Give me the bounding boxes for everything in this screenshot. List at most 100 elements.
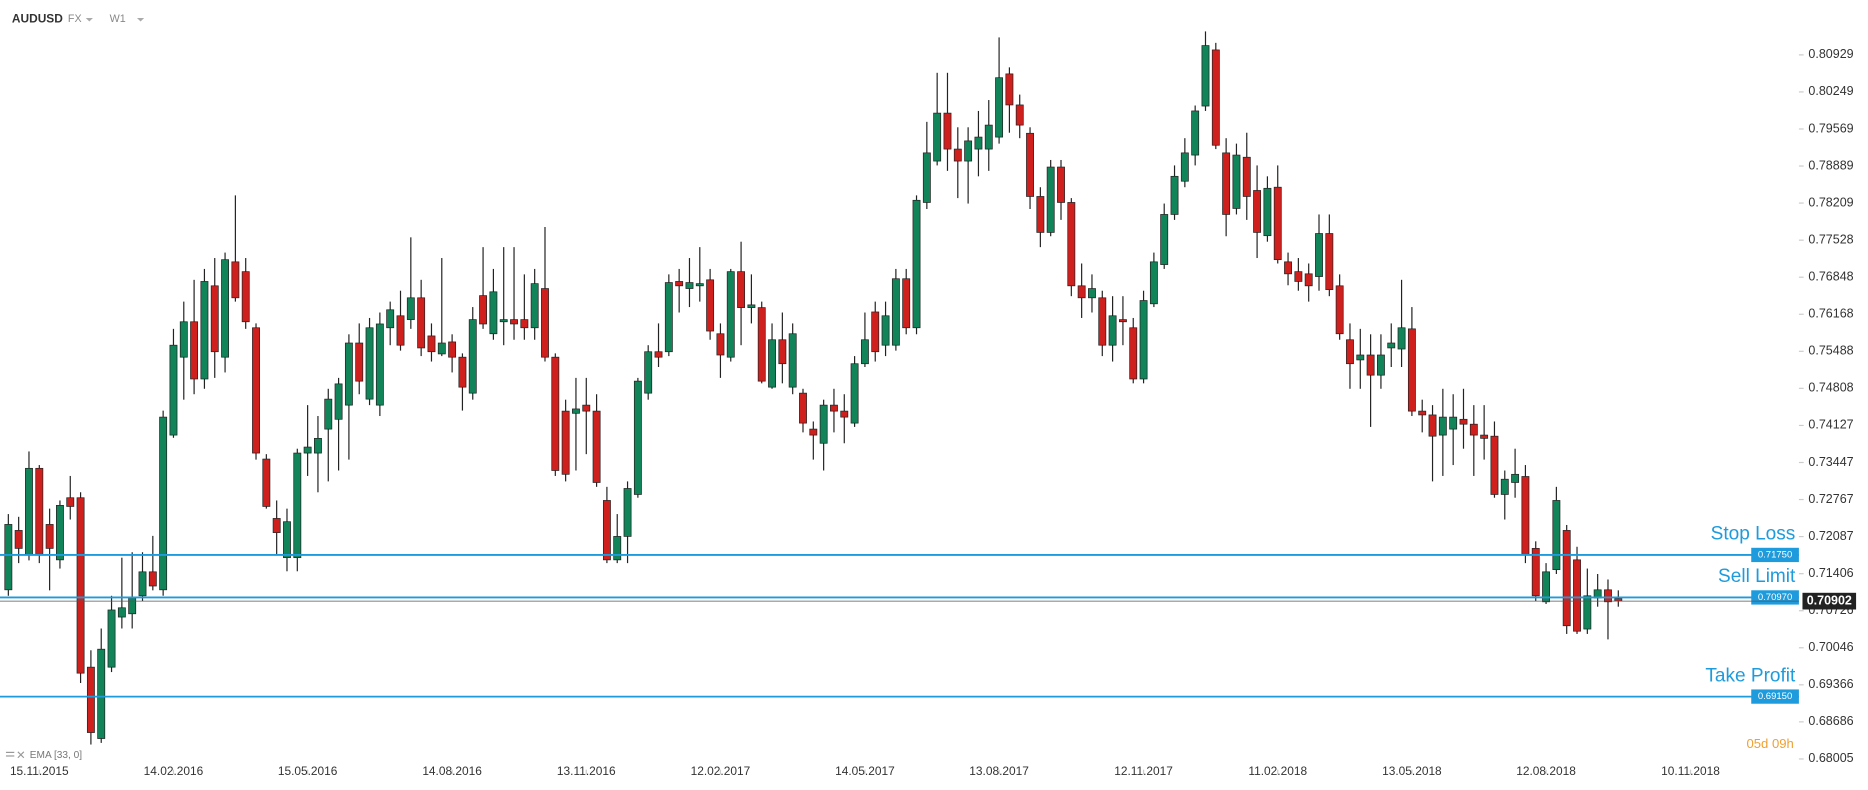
candle-body [1098, 297, 1107, 346]
candle-body [582, 404, 591, 412]
candle-body [530, 283, 539, 329]
candle-body [1573, 559, 1581, 632]
candle-body [128, 597, 137, 615]
candle-body [809, 428, 818, 436]
candle-body [1108, 315, 1117, 346]
candle-body [912, 199, 921, 329]
candle-body [1542, 571, 1550, 603]
candle-body [1418, 410, 1427, 416]
y-tick-label: 0.71406 [1808, 566, 1853, 580]
candle-body [252, 327, 260, 454]
candle-body [1005, 73, 1014, 106]
candle-body [768, 339, 776, 388]
y-tick-label: 0.78209 [1808, 195, 1853, 209]
candle-body [1222, 152, 1231, 215]
y-tick-label: 0.80929 [1808, 47, 1853, 61]
candle-body [1325, 233, 1334, 290]
x-tick-label: 11.02.2018 [1248, 764, 1307, 778]
candle-body [293, 452, 302, 559]
level-label-box [1751, 547, 1799, 563]
y-tick-label: 0.77528 [1808, 232, 1853, 246]
y-tick-label: 0.76168 [1808, 307, 1853, 321]
candle-body [1469, 423, 1478, 436]
candle-body [675, 281, 684, 287]
market[interactable]: FX [68, 13, 82, 25]
candle-body [1088, 288, 1096, 299]
candle-body [4, 524, 13, 591]
candle-body [303, 446, 312, 454]
candle-body [1562, 530, 1571, 627]
candle-body [1335, 285, 1344, 335]
candle-body [964, 140, 973, 162]
candle-body [510, 319, 518, 325]
candle-body [819, 404, 828, 444]
candle-body [664, 282, 673, 353]
candle-body [1015, 104, 1024, 126]
candle-body [995, 77, 1004, 138]
candle-body [1614, 598, 1623, 602]
candle-body [1232, 154, 1241, 209]
candle-body [1180, 152, 1189, 182]
candle-body [1046, 166, 1055, 233]
candle-body [561, 410, 570, 475]
candle-body [799, 392, 807, 424]
x-tick-label: 14.08.2016 [422, 764, 482, 778]
interval-caret[interactable] [137, 17, 145, 22]
candle-body [334, 383, 343, 420]
candle-body [56, 505, 64, 561]
candle-body [1304, 273, 1313, 287]
candle-body [1438, 416, 1447, 436]
indicator[interactable]: EMA [33, 0] [30, 750, 82, 761]
icon[interactable] [5, 751, 15, 753]
candle-body [654, 351, 663, 358]
candle-body [1531, 548, 1540, 597]
candle-body [860, 339, 869, 365]
candle-body [871, 311, 880, 353]
candle-body [1191, 110, 1200, 156]
indicator-icons[interactable] [5, 751, 25, 759]
candle-body [1253, 190, 1262, 233]
x-tick-label: 13.08.2017 [969, 764, 1029, 778]
candle-body [200, 281, 209, 380]
candle-body [1500, 478, 1509, 495]
candle-body [572, 408, 580, 414]
x-tick-label: 13.05.2018 [1382, 764, 1442, 778]
level-label: 0.70970 [1758, 592, 1792, 603]
candle-body [1284, 261, 1292, 275]
symbol[interactable]: AUDUSD [12, 11, 63, 25]
x-tick-label: 13.11.2016 [557, 764, 616, 778]
candle-body [1057, 166, 1065, 203]
candle-body [148, 571, 157, 587]
candle-body [1583, 595, 1592, 630]
candle-body [159, 416, 168, 591]
candle-body [210, 285, 219, 353]
candle-body [592, 410, 601, 483]
candle-body [1490, 435, 1499, 495]
candle-body [1366, 354, 1375, 376]
candle-body [355, 342, 364, 382]
candle-body [1036, 196, 1045, 233]
candle-body [314, 438, 322, 454]
candle-body [1346, 339, 1354, 365]
candle-body [386, 309, 395, 329]
candle-body [520, 319, 529, 329]
candle-body [1118, 319, 1127, 323]
candle-body [365, 327, 374, 400]
icon[interactable] [5, 755, 15, 757]
icon[interactable] [17, 751, 25, 759]
candle-body [685, 282, 694, 289]
candle-body [1273, 186, 1282, 261]
candle-body [1067, 202, 1076, 287]
candle-body [117, 607, 126, 618]
y-tick-label: 0.72087 [1808, 529, 1853, 543]
market-caret[interactable] [85, 17, 93, 22]
candle-body [1377, 354, 1385, 376]
candle-body [231, 261, 240, 299]
candle-body [458, 356, 467, 388]
candle-body [66, 497, 75, 507]
candle-body [448, 341, 457, 358]
candle-body [633, 380, 642, 495]
interval[interactable]: W1 [110, 13, 126, 25]
y-tick-label: 0.68686 [1808, 714, 1853, 728]
candle-body [1511, 473, 1520, 483]
